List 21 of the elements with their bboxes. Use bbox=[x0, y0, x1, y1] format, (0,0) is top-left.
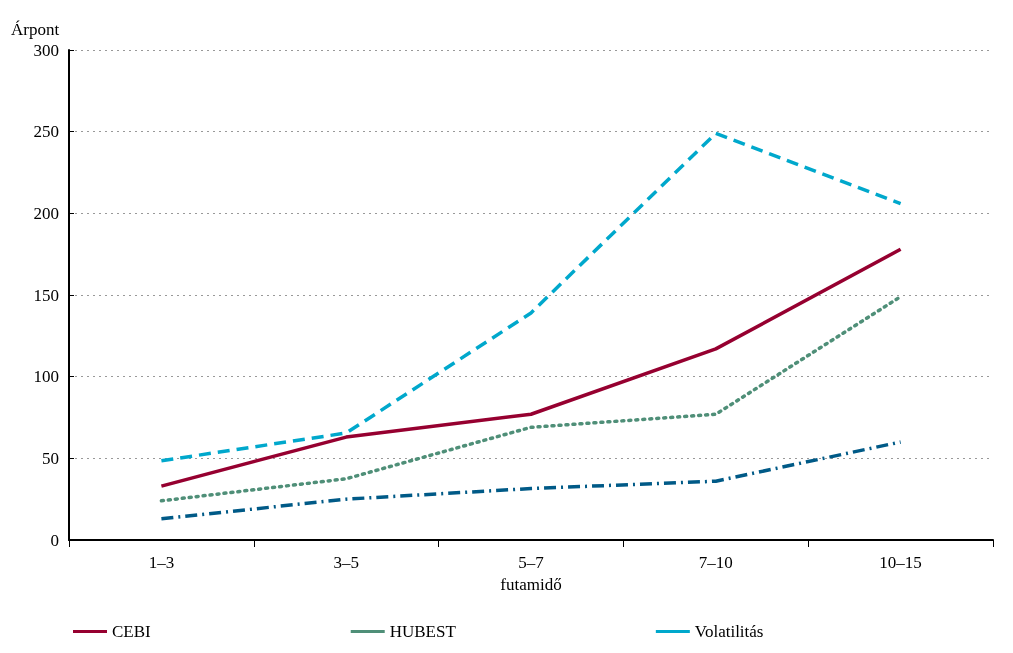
legend-label: Volatilitás bbox=[694, 622, 764, 641]
legend-label: CEBI bbox=[112, 622, 152, 641]
line-series bbox=[159, 247, 903, 488]
y-tick-label: 300 bbox=[33, 40, 59, 60]
y-tick-label: 100 bbox=[33, 367, 59, 387]
y-tick-label: 250 bbox=[33, 122, 59, 142]
line-series bbox=[159, 440, 903, 521]
y-tick-label: 0 bbox=[50, 530, 59, 550]
line-series bbox=[159, 131, 903, 463]
y-tick-label: 50 bbox=[42, 448, 59, 468]
y-tick-label: 200 bbox=[33, 203, 59, 223]
x-tick-label: 10–15 bbox=[879, 553, 922, 572]
y-axis-title: Árpont bbox=[11, 20, 60, 39]
x-tick-label: 3–5 bbox=[333, 553, 359, 572]
y-tick-label: 150 bbox=[33, 285, 59, 305]
x-tick-label: 5–7 bbox=[518, 553, 545, 572]
x-axis-title: futamidő bbox=[500, 574, 562, 594]
x-tick-label: 1–3 bbox=[148, 553, 175, 572]
x-tick-label: 7–10 bbox=[698, 553, 733, 572]
line-series bbox=[159, 294, 903, 503]
legend-label: HUBEST bbox=[389, 622, 457, 641]
